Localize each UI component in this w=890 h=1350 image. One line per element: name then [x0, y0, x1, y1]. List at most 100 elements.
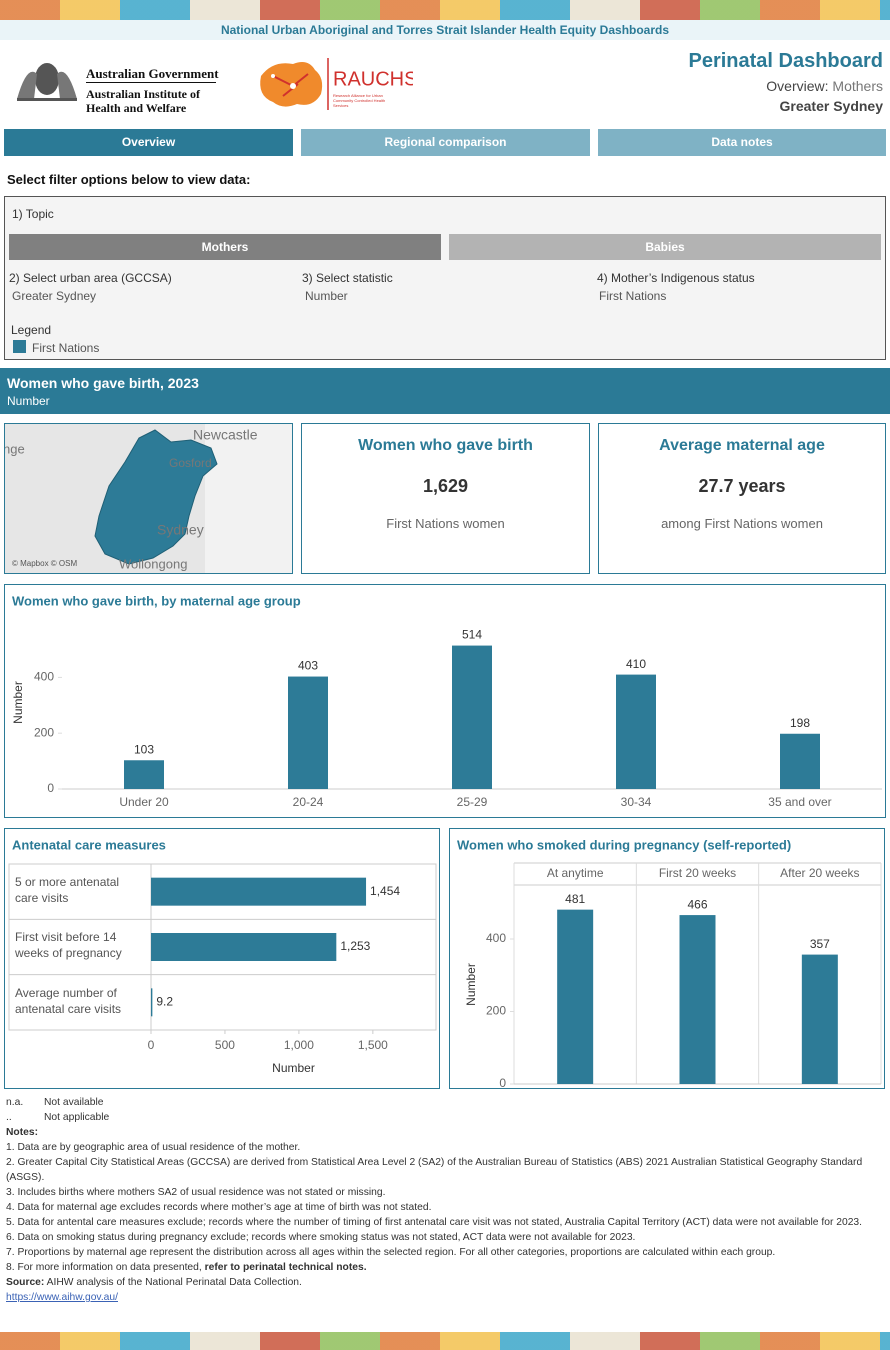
- x-tick-label: 35 and over: [768, 795, 831, 809]
- crest: [17, 63, 77, 101]
- abbreviation: .. Not applicable: [6, 1110, 886, 1125]
- filter-value[interactable]: Greater Sydney: [12, 289, 97, 303]
- data-label: 1,454: [370, 884, 400, 898]
- chart-title: Women who gave birth, by maternal age gr…: [12, 593, 301, 608]
- note: 1. Data are by geographic area of usual …: [6, 1142, 301, 1153]
- rauchs-sub: Community Controlled Health: [333, 98, 385, 103]
- x-tick-label: At anytime: [547, 866, 604, 880]
- x-tick-label: 20-24: [293, 795, 324, 809]
- aihw-name: Australian Institute of Health and Welfa…: [86, 87, 200, 115]
- abbreviation: n.a. Not available: [6, 1095, 886, 1110]
- topic-button[interactable]: Babies: [449, 234, 881, 260]
- bar: [151, 933, 337, 961]
- filter-value[interactable]: Number: [305, 289, 348, 303]
- abbr-code: ..: [6, 1112, 12, 1123]
- dashboard-title: Perinatal Dashboard: [688, 50, 883, 72]
- view-line: Overview: Mothers: [766, 78, 883, 94]
- note-text: 8. For more information on data presente…: [6, 1262, 202, 1273]
- data-label: 9.2: [156, 995, 173, 1009]
- chart-card: Women who smoked during pregnancy (self-…: [449, 828, 885, 1090]
- bar: [151, 877, 367, 906]
- map-credit: © Mapbox © OSM: [12, 559, 77, 568]
- logo-rule: [86, 82, 216, 83]
- filter-prompt: Select filter options below to view data…: [7, 172, 251, 187]
- aihw-line: Australian Institute of: [86, 87, 201, 101]
- bar: [780, 733, 820, 789]
- kpi-card: Women who gave birth 1,629 First Nations…: [301, 423, 590, 574]
- bar: [557, 909, 594, 1084]
- data-label: 1,253: [340, 939, 370, 953]
- filter-label: 2) Select urban area (GCCSA): [9, 271, 172, 285]
- kpi-caption: First Nations women: [386, 516, 505, 531]
- region: Greater Sydney: [779, 98, 884, 114]
- y-tick-label: 400: [486, 931, 506, 945]
- legend-swatch: [13, 340, 26, 353]
- filter-value[interactable]: First Nations: [599, 289, 667, 303]
- decorative-band: [0, 1332, 890, 1350]
- decorative-band: [0, 0, 890, 20]
- chart-title: Antenatal care measures: [12, 837, 166, 852]
- rauchs-sub: Services: [333, 103, 348, 108]
- notes: n.a. Not available .. Not applicable Notes…: [6, 1095, 886, 1305]
- source: Source: AIHW analysis of the National Pe…: [6, 1275, 886, 1290]
- map[interactable]: Newcastle nge Gosford Sydney Wollongong …: [5, 424, 292, 573]
- source-label: Source:: [6, 1277, 45, 1288]
- note: 4. Data for maternal age excludes record…: [6, 1202, 432, 1213]
- y-axis-label: Number: [11, 681, 25, 724]
- data-label: 403: [298, 659, 318, 673]
- note: 7. Proportions by maternal age represent…: [6, 1247, 776, 1258]
- data-label: 481: [565, 892, 585, 906]
- filter-label: 4) Mother’s Indigenous status: [597, 271, 755, 285]
- row-label: Average number of antenatal care visits: [15, 985, 122, 1016]
- x-tick-label: First 20 weeks: [659, 866, 736, 880]
- bar: [616, 674, 656, 789]
- note: 2. Greater Capital City Statistical Area…: [6, 1157, 863, 1183]
- map-label: nge: [5, 441, 25, 456]
- tab[interactable]: Overview: [4, 129, 293, 156]
- abbr-code: n.a.: [6, 1097, 24, 1108]
- bar: [151, 988, 153, 1017]
- chart-title: Women who smoked during pregnancy (self-…: [457, 837, 791, 852]
- y-tick-label: 200: [486, 1004, 506, 1018]
- chart: Antenatal care measures 0 500 1,000 1,500 Num…: [8, 837, 437, 1075]
- x-tick-label: 1,000: [284, 1038, 314, 1052]
- rauchs-sub: Research Alliance for Urban: [333, 93, 383, 98]
- x-tick-label: 0: [148, 1038, 155, 1052]
- note-link[interactable]: refer to perinatal technical notes.: [204, 1262, 367, 1273]
- url[interactable]: https://www.aihw.gov.au/: [6, 1292, 118, 1303]
- chart: Women who smoked during pregnancy (self-…: [457, 837, 882, 1090]
- x-tick-label: Under 20: [119, 795, 169, 809]
- data-label: 198: [790, 716, 810, 730]
- map-label: Gosford: [169, 456, 212, 470]
- view-label: Overview:: [766, 78, 829, 94]
- section-title: Women who gave birth, 2023: [7, 375, 199, 391]
- legend-title: Legend: [11, 323, 52, 337]
- rauchs-logo: RAUCHS Research Alliance for Urban Commu…: [260, 58, 413, 110]
- x-tick-label: After 20 weeks: [780, 866, 859, 880]
- legend-item: First Nations: [32, 341, 100, 355]
- banner: National Urban Aboriginal and Torres Str…: [0, 20, 890, 40]
- view-value: Mothers: [832, 78, 883, 94]
- section-subtitle: Number: [7, 394, 50, 408]
- kpi-title: Women who gave birth: [358, 437, 533, 454]
- y-tick-label: 0: [47, 781, 54, 795]
- tab[interactable]: Regional comparison: [301, 129, 590, 156]
- y-tick-label: 200: [34, 725, 54, 739]
- kpi-title: Average maternal age: [659, 437, 825, 454]
- gov-name: Australian Government: [86, 66, 219, 81]
- bar: [288, 676, 328, 789]
- rauchs-name: RAUCHS: [333, 68, 413, 90]
- bar: [452, 645, 492, 789]
- tab[interactable]: Data notes: [598, 129, 886, 156]
- map-label: Wollongong: [119, 556, 187, 571]
- chart-card: Women who gave birth, by maternal age gr…: [4, 584, 886, 818]
- abbr-meaning: Not available: [44, 1097, 104, 1108]
- x-tick-label: 1,500: [358, 1038, 388, 1052]
- note: 8. For more information on data presente…: [6, 1260, 886, 1275]
- abbr-meaning: Not applicable: [44, 1112, 110, 1123]
- topic-button[interactable]: Mothers: [9, 234, 441, 260]
- filter-label: 3) Select statistic: [302, 271, 393, 285]
- plot-frame: [8, 863, 437, 1031]
